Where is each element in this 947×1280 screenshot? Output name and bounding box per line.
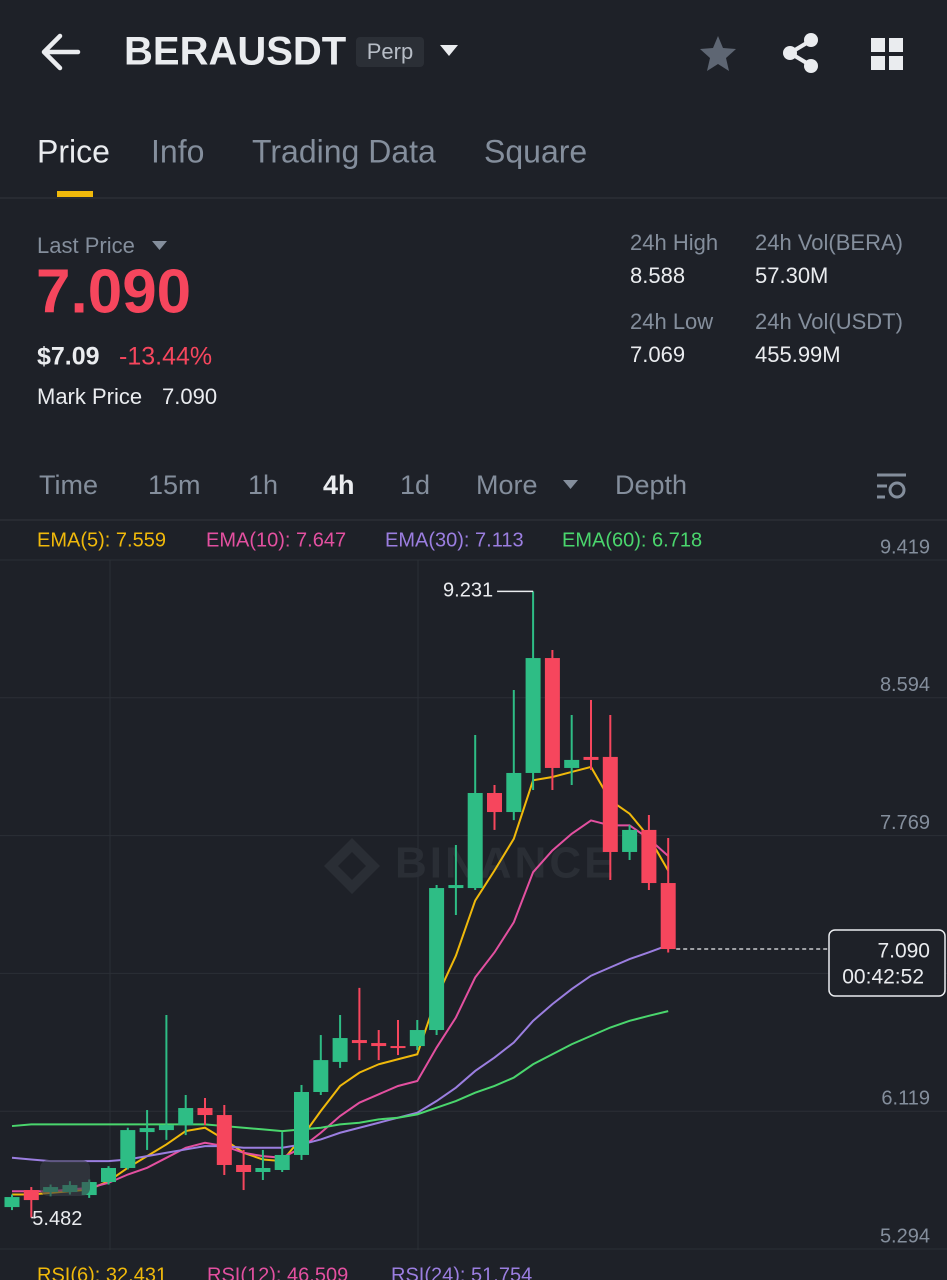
candle-body	[660, 883, 676, 950]
candle-body	[178, 1108, 194, 1126]
interval[interactable]: 4h	[323, 470, 355, 500]
ema-line	[12, 765, 670, 1196]
badge: Perp	[367, 39, 413, 64]
candle-body	[467, 793, 483, 889]
candle-body	[564, 759, 580, 768]
candle-body	[255, 1167, 271, 1172]
interval[interactable]: 1d	[400, 470, 430, 500]
legend-entry: EMA(30): 7.113	[385, 529, 524, 551]
candle-body	[544, 658, 560, 768]
candle-body	[409, 1030, 425, 1047]
legend-entry: EMA(10): 7.647	[206, 529, 346, 551]
ema-line	[12, 819, 669, 1193]
candle-body	[274, 1154, 290, 1170]
candle-body	[583, 756, 599, 760]
menu-button[interactable]	[871, 38, 903, 70]
candle-body	[216, 1115, 232, 1165]
badge-bg	[356, 37, 424, 67]
stat-label: 24h Vol(BERA)	[755, 230, 903, 255]
share-button[interactable]	[783, 33, 818, 73]
back-button[interactable]	[41, 33, 81, 71]
tab[interactable]: Info	[151, 133, 204, 169]
stat-value: 8.588	[630, 263, 685, 288]
y-tick-label: 9.419	[880, 536, 930, 558]
symbol: BERAUSDT	[124, 30, 346, 74]
tool-button[interactable]	[40, 1160, 90, 1196]
candle-body	[622, 829, 638, 852]
rsi-label: RSI(24): 51.754	[391, 1264, 532, 1280]
stat-value: 57.30M	[755, 263, 828, 288]
usd-price: $7.09	[37, 343, 100, 371]
candle-body	[506, 772, 522, 813]
candle-body	[158, 1125, 174, 1131]
tab[interactable]: Square	[484, 133, 587, 169]
stat-value: 7.069	[630, 342, 685, 367]
stat-value: 455.99M	[755, 342, 841, 367]
interval[interactable]: Depth	[615, 470, 687, 500]
last-price-label: Last Price	[37, 233, 135, 258]
candle-body	[448, 885, 464, 889]
y-tick-label: 7.769	[880, 812, 930, 834]
high-label: 9.231	[443, 580, 493, 602]
candle-body	[101, 1167, 116, 1183]
legend-entry: EMA(5): 7.559	[37, 529, 166, 551]
candle-body	[120, 1130, 136, 1168]
more-dropdown[interactable]	[563, 480, 578, 489]
candle-body	[429, 888, 445, 1031]
low-label: 5.482	[32, 1208, 82, 1230]
favorite-button[interactable]	[700, 36, 736, 71]
y-tick-label: 6.119	[881, 1087, 930, 1109]
chart-settings[interactable]	[877, 473, 906, 499]
candle-body	[236, 1164, 252, 1172]
stat-label: 24h High	[630, 230, 718, 255]
candle-body	[641, 829, 657, 884]
watermark: BINANCE	[395, 839, 616, 888]
candle-body	[294, 1091, 309, 1155]
candle-body	[332, 1038, 348, 1062]
tab[interactable]: Trading Data	[252, 133, 436, 169]
price-box[interactable]	[828, 929, 946, 997]
candle-body	[390, 1046, 406, 1049]
tab-indicator	[57, 191, 93, 197]
y-tick-label: 5.294	[880, 1225, 930, 1247]
symbol-dropdown[interactable]	[440, 45, 458, 56]
watermark-logo	[324, 838, 380, 894]
last-price: 7.090	[36, 257, 191, 326]
candle-body	[197, 1108, 213, 1116]
mark-price-label: Mark Price	[37, 384, 142, 409]
price-box-price: 7.090	[877, 940, 930, 963]
stat-label: 24h Low	[630, 309, 713, 334]
tab[interactable]: Price	[37, 133, 110, 169]
interval[interactable]: More	[476, 470, 538, 500]
candle-body	[23, 1190, 39, 1201]
candle-body	[371, 1043, 387, 1047]
candle-body	[487, 793, 502, 813]
candle-body	[525, 658, 541, 773]
ema-line	[11, 1010, 669, 1133]
price-box-countdown: 00:42:52	[842, 966, 924, 989]
last-price-dropdown[interactable]	[152, 241, 167, 250]
interval[interactable]: 15m	[148, 470, 201, 500]
price-change: -13.44%	[119, 343, 212, 371]
interval[interactable]: Time	[39, 470, 98, 500]
candle-body	[4, 1197, 20, 1208]
candle-body	[139, 1128, 155, 1133]
rsi-label: RSI(6): 32.431	[37, 1264, 167, 1280]
interval[interactable]: 1h	[248, 470, 278, 500]
stat-label: 24h Vol(USDT)	[755, 309, 903, 334]
legend-entry: EMA(60): 6.718	[562, 529, 702, 551]
rsi-label: RSI(12): 46.509	[207, 1264, 348, 1280]
mark-price: 7.090	[162, 384, 217, 409]
y-tick-label: 8.594	[880, 674, 930, 696]
candle-body	[313, 1060, 329, 1092]
candle-body	[602, 756, 618, 852]
candle-body	[351, 1040, 367, 1044]
